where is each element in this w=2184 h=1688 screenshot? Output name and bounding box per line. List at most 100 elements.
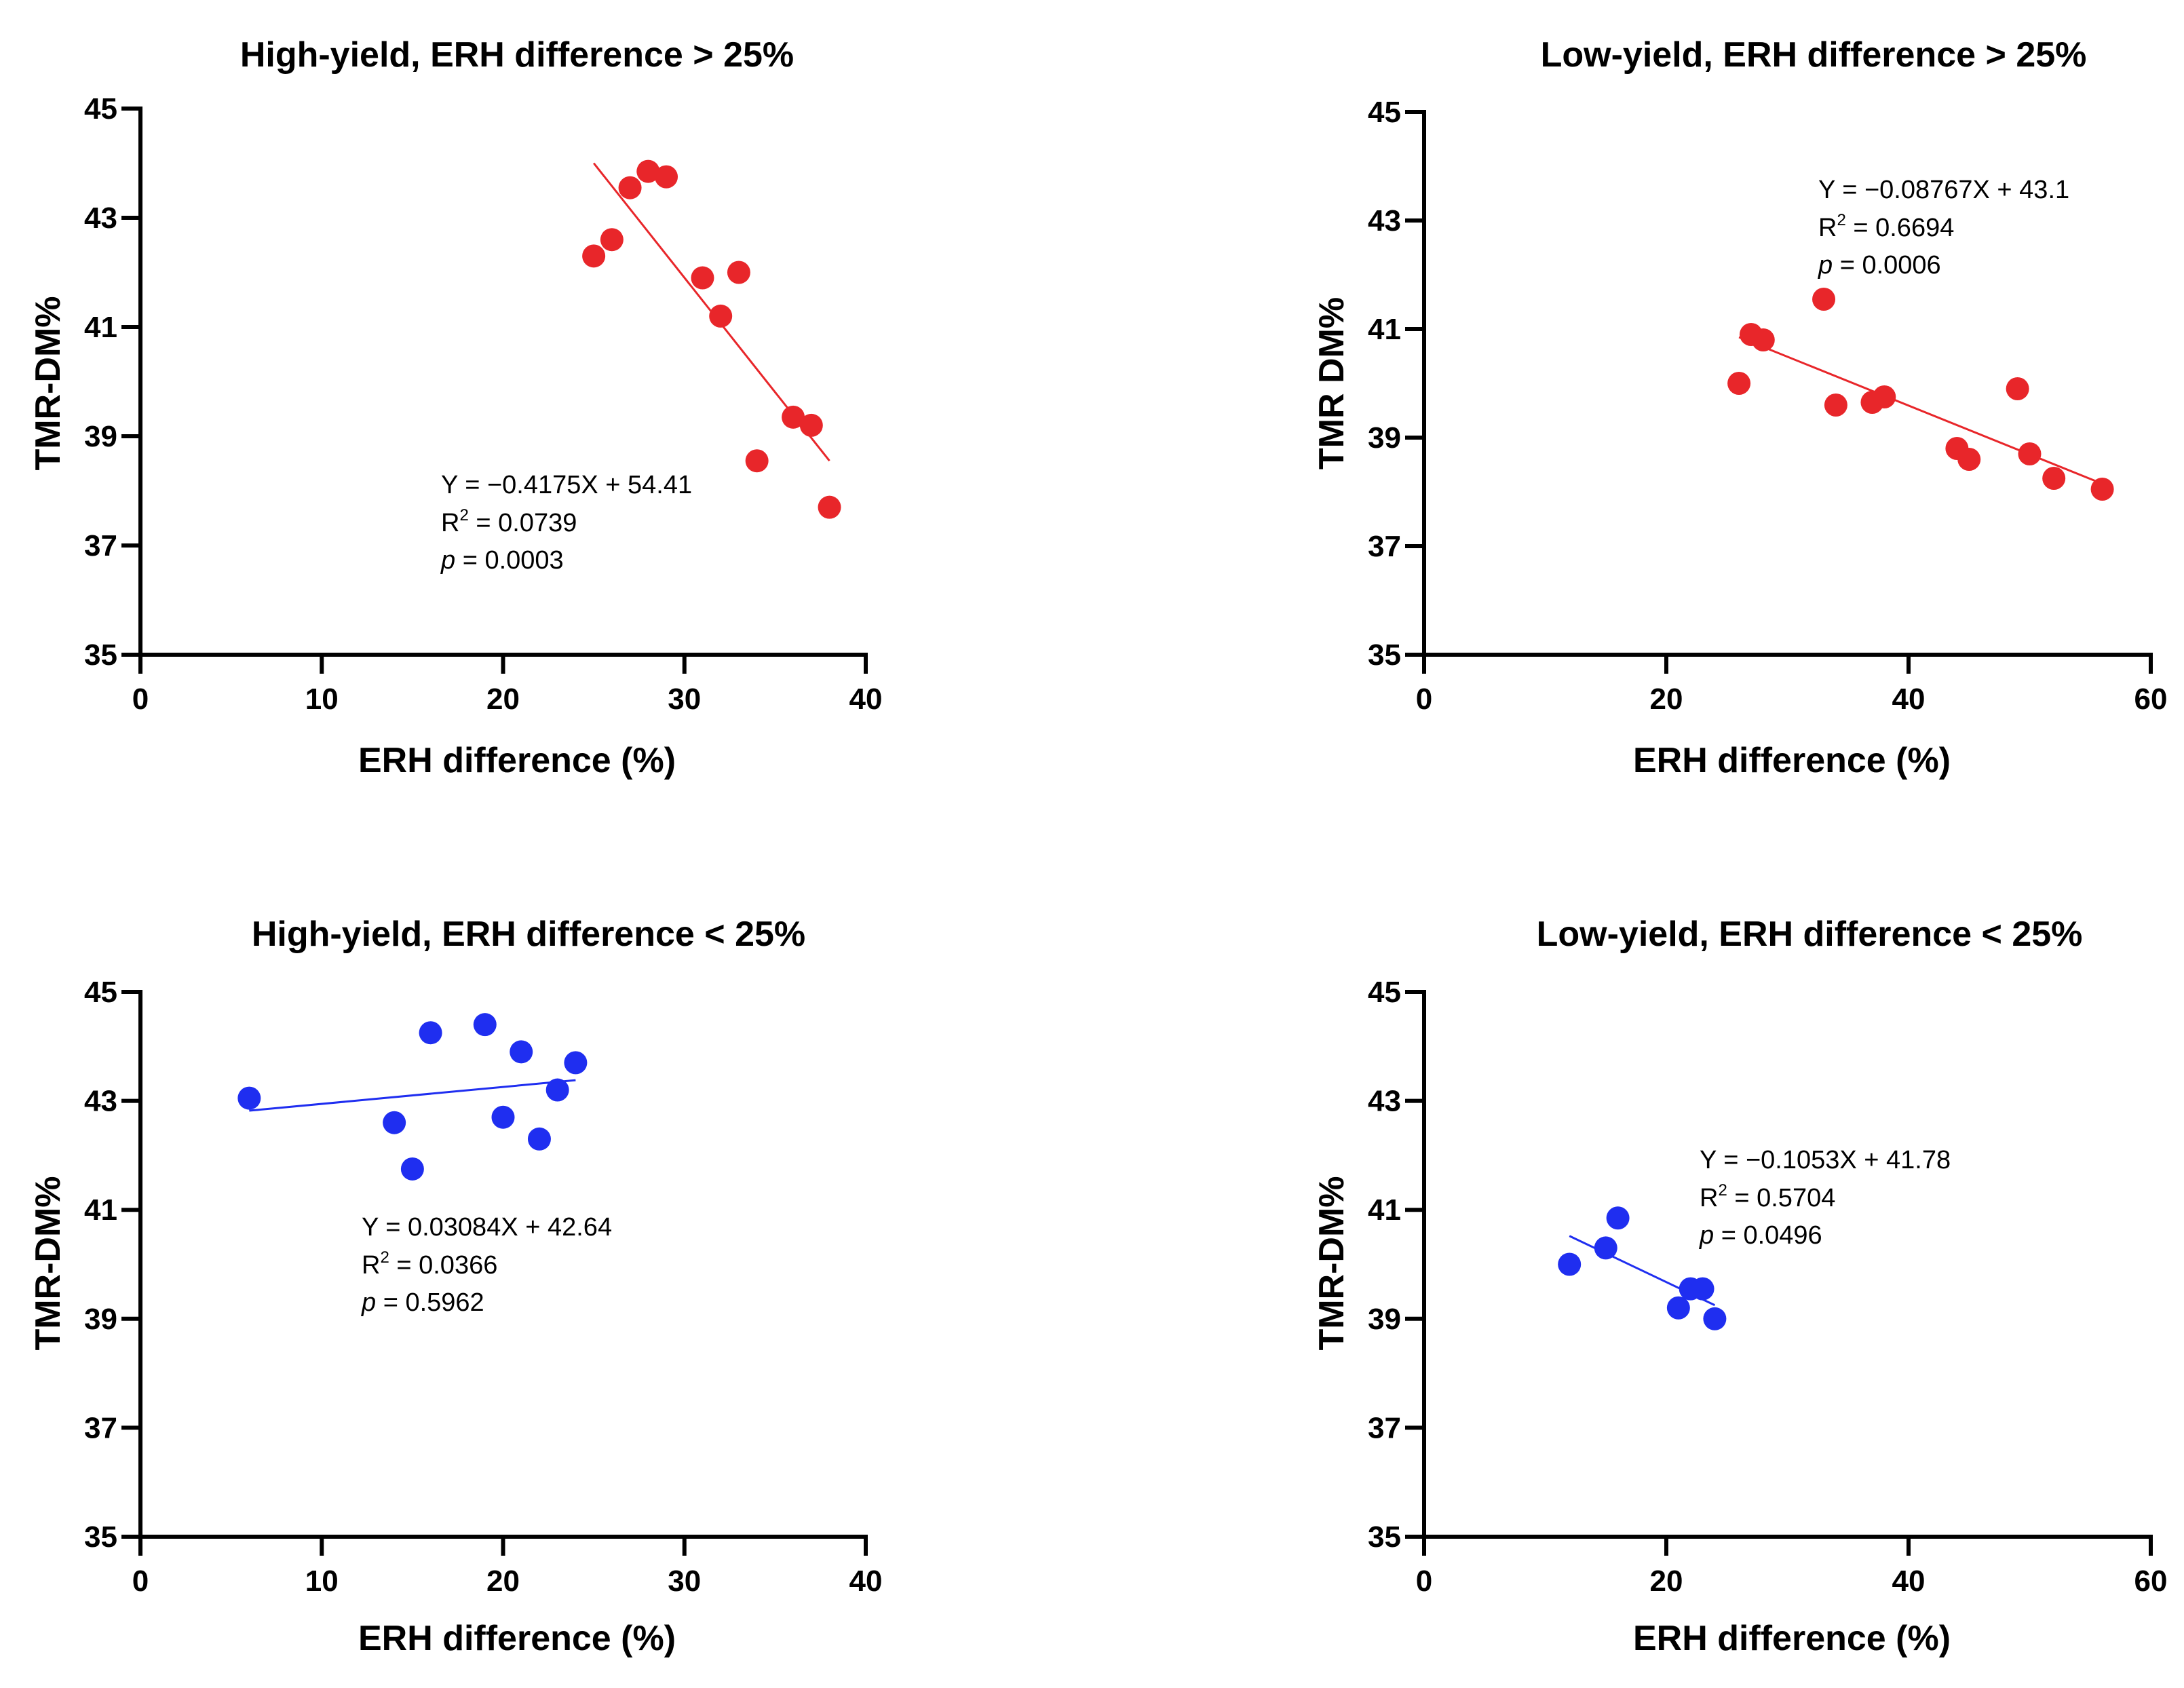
- data-point: [618, 176, 642, 199]
- y-axis-label: TMR-DM%: [1312, 1176, 1352, 1350]
- data-point: [745, 449, 769, 473]
- y-tick-label: 35: [1368, 1520, 1401, 1554]
- regression-equation: Y = −0.4175X + 54.41: [441, 471, 692, 499]
- data-point: [419, 1021, 442, 1045]
- regression-equation: Y = −0.08767X + 43.1: [1818, 176, 2069, 204]
- y-tick-label: 43: [1368, 1085, 1401, 1118]
- x-tick-label: 40: [1892, 1565, 1926, 1598]
- y-axis-label: TMR DM%: [1312, 297, 1352, 469]
- data-point: [709, 304, 733, 328]
- y-tick-label: 39: [1368, 421, 1401, 455]
- y-tick-label: 43: [84, 202, 117, 235]
- data-point: [2006, 377, 2029, 400]
- y-tick-label: 35: [84, 1520, 117, 1554]
- x-tick-label: 40: [849, 1565, 883, 1598]
- y-tick-label: 43: [1368, 204, 1401, 237]
- x-tick-label: 40: [1892, 683, 1926, 716]
- y-tick-label: 41: [84, 311, 117, 344]
- data-point: [600, 228, 624, 252]
- y-tick-label: 45: [1368, 976, 1401, 1009]
- x-axis-label: ERH difference (%): [1633, 1619, 1951, 1658]
- data-point: [545, 1078, 569, 1102]
- chart-title: High-yield, ERH difference < 25%: [252, 915, 805, 954]
- data-point: [1703, 1307, 1727, 1330]
- x-tick-label: 20: [1650, 683, 1683, 716]
- x-tick-label: 0: [1416, 683, 1432, 716]
- y-tick-label: 37: [1368, 1411, 1401, 1444]
- chart-title: Low-yield, ERH difference > 25%: [1541, 35, 2087, 75]
- data-point: [582, 244, 606, 268]
- y-tick-label: 39: [1368, 1303, 1401, 1336]
- data-point: [383, 1111, 406, 1134]
- plot-area: 35 37 39 41 43 45 0 10 20 30 40: [84, 92, 882, 716]
- y-axis-label: TMR-DM%: [28, 296, 68, 470]
- x-tick-label: 20: [486, 683, 520, 716]
- regression-line: [249, 1079, 576, 1112]
- x-tick-label: 60: [2134, 683, 2168, 716]
- data-point: [1957, 448, 1981, 471]
- data-point: [527, 1127, 551, 1151]
- y-tick-label: 45: [1368, 96, 1401, 129]
- p-value: p = 0.5962: [361, 1288, 484, 1317]
- p-value: p = 0.0003: [440, 546, 564, 575]
- data-point: [655, 165, 678, 189]
- y-tick-label: 37: [84, 529, 117, 562]
- y-tick-label: 35: [1368, 638, 1401, 672]
- data-point: [727, 261, 750, 284]
- data-point: [564, 1051, 588, 1075]
- data-point: [1824, 394, 1847, 417]
- data-point: [1558, 1252, 1582, 1276]
- y-tick-label: 45: [84, 92, 117, 126]
- r-squared: R2 = 0.5704: [1700, 1181, 1835, 1212]
- y-tick-label: 39: [84, 420, 117, 453]
- data-point: [1666, 1296, 1690, 1320]
- x-tick-label: 10: [305, 683, 339, 716]
- data-point: [491, 1105, 515, 1129]
- data-point: [400, 1157, 424, 1181]
- x-tick-label: 20: [1650, 1565, 1683, 1598]
- x-tick-label: 0: [132, 683, 149, 716]
- data-point: [799, 413, 823, 437]
- y-axis-label: TMR-DM%: [28, 1176, 68, 1350]
- data-point: [1594, 1236, 1617, 1260]
- data-point: [510, 1040, 533, 1064]
- plot-area: 35 37 39 41 43 45 0 10 20 30 40: [84, 976, 882, 1598]
- x-axis-label: ERH difference (%): [358, 1619, 676, 1658]
- x-axis-label: ERH difference (%): [1633, 741, 1951, 780]
- data-point: [636, 159, 660, 183]
- data-point: [1873, 385, 1896, 408]
- data-point: [473, 1013, 497, 1037]
- data-point: [237, 1086, 261, 1110]
- y-tick-label: 37: [1368, 530, 1401, 563]
- data-point: [1691, 1277, 1714, 1301]
- y-tick-label: 41: [1368, 313, 1401, 346]
- data-point: [1751, 328, 1775, 351]
- r-squared: R2 = 0.6694: [1818, 211, 1954, 242]
- y-tick-label: 37: [84, 1411, 117, 1444]
- x-tick-label: 60: [2134, 1565, 2168, 1598]
- x-tick-label: 20: [486, 1565, 520, 1598]
- x-tick-label: 10: [305, 1565, 339, 1598]
- data-point: [1812, 288, 1836, 311]
- x-tick-label: 30: [668, 1565, 701, 1598]
- x-tick-label: 0: [1416, 1565, 1432, 1598]
- y-tick-label: 39: [84, 1303, 117, 1336]
- plot-area: 35 37 39 41 43 45 0 20 40 60: [1368, 976, 2167, 1598]
- chart-low-yield-above-25: Low-yield, ERH difference > 25% 35 37 39 41…: [1312, 35, 2167, 780]
- data-point: [2090, 478, 2114, 501]
- chart-title: Low-yield, ERH difference < 25%: [1537, 915, 2083, 954]
- data-point: [818, 495, 841, 519]
- data-point: [691, 266, 714, 290]
- p-value: p = 0.0496: [1699, 1221, 1822, 1250]
- x-tick-label: 30: [668, 683, 701, 716]
- regression-line: [1738, 336, 2103, 485]
- y-tick-label: 41: [84, 1193, 117, 1227]
- plot-area: 35 37 39 41 43 45 0 20 40 60: [1368, 96, 2167, 716]
- data-point: [2042, 467, 2066, 490]
- r-squared: R2 = 0.0739: [441, 506, 577, 537]
- x-axis-label: ERH difference (%): [358, 741, 676, 780]
- data-point: [1727, 372, 1751, 395]
- data-point: [2018, 442, 2042, 465]
- data-point: [782, 405, 805, 429]
